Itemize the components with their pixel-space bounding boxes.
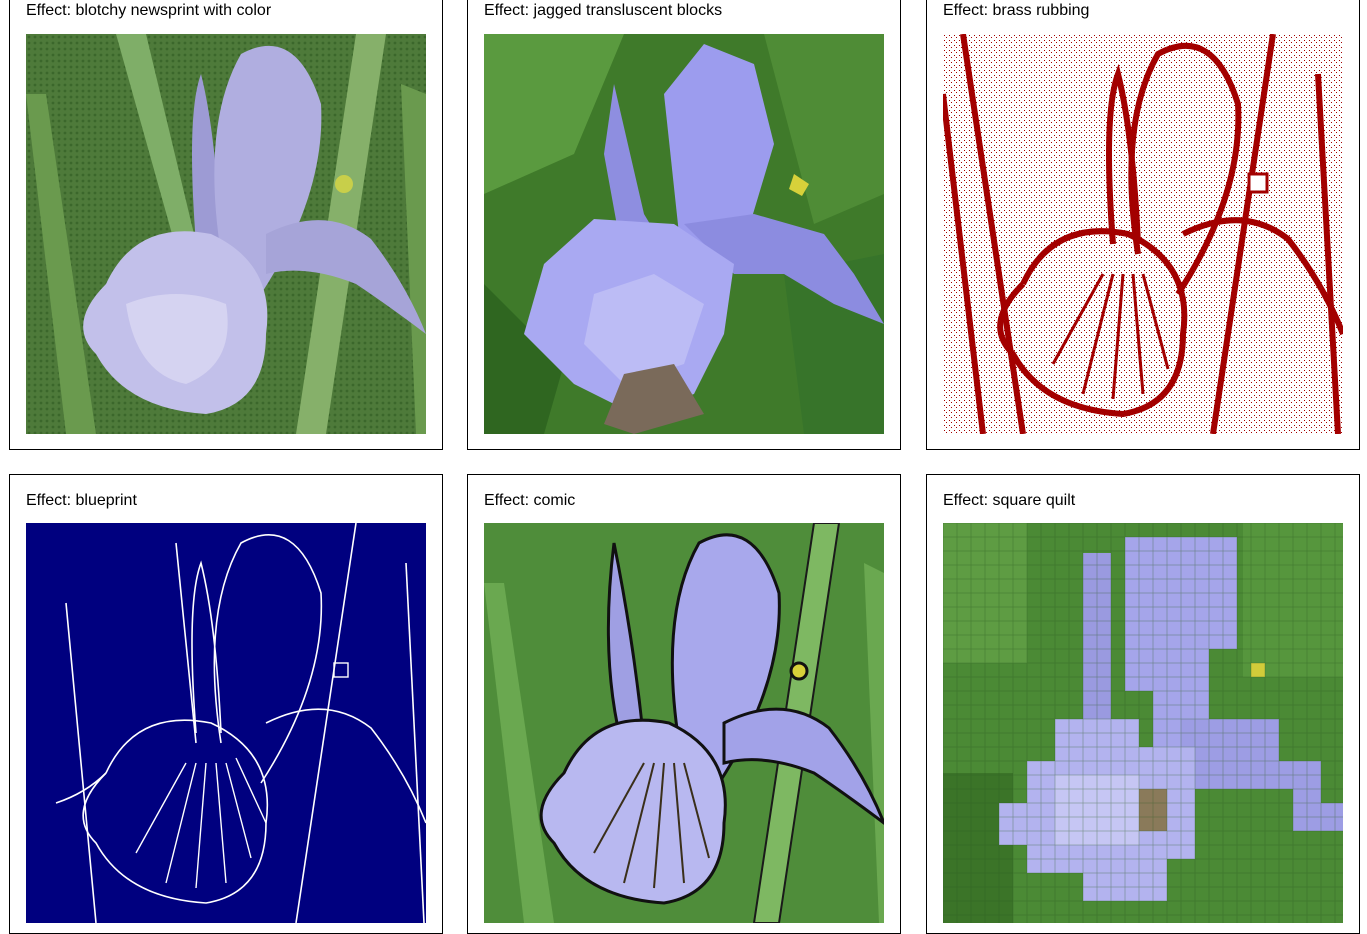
effect-card-newsprint: Effect: blotchy newsprint with color	[9, 0, 443, 450]
effect-card-brass: Effect: brass rubbing	[926, 0, 1360, 450]
effect-image-blocks	[484, 34, 884, 434]
effect-image-comic	[484, 523, 884, 923]
effect-label: Effect: blotchy newsprint with color	[26, 2, 272, 19]
effect-label: Effect: blueprint	[26, 492, 137, 509]
effect-image-brass	[943, 34, 1343, 434]
effect-label: Effect: square quilt	[943, 492, 1076, 509]
effect-label: Effect: brass rubbing	[943, 2, 1090, 19]
effect-card-comic: Effect: comic	[467, 474, 901, 934]
effect-card-quilt: Effect: square quilt	[926, 474, 1360, 934]
effect-image-blueprint	[26, 523, 426, 923]
effect-image-newsprint	[26, 34, 426, 434]
effect-image-quilt	[943, 523, 1343, 923]
effect-label: Effect: comic	[484, 492, 576, 509]
effect-card-blueprint: Effect: blueprint	[9, 474, 443, 934]
effect-card-blocks: Effect: jagged transluscent blocks	[467, 0, 901, 450]
effect-label: Effect: jagged transluscent blocks	[484, 2, 723, 19]
